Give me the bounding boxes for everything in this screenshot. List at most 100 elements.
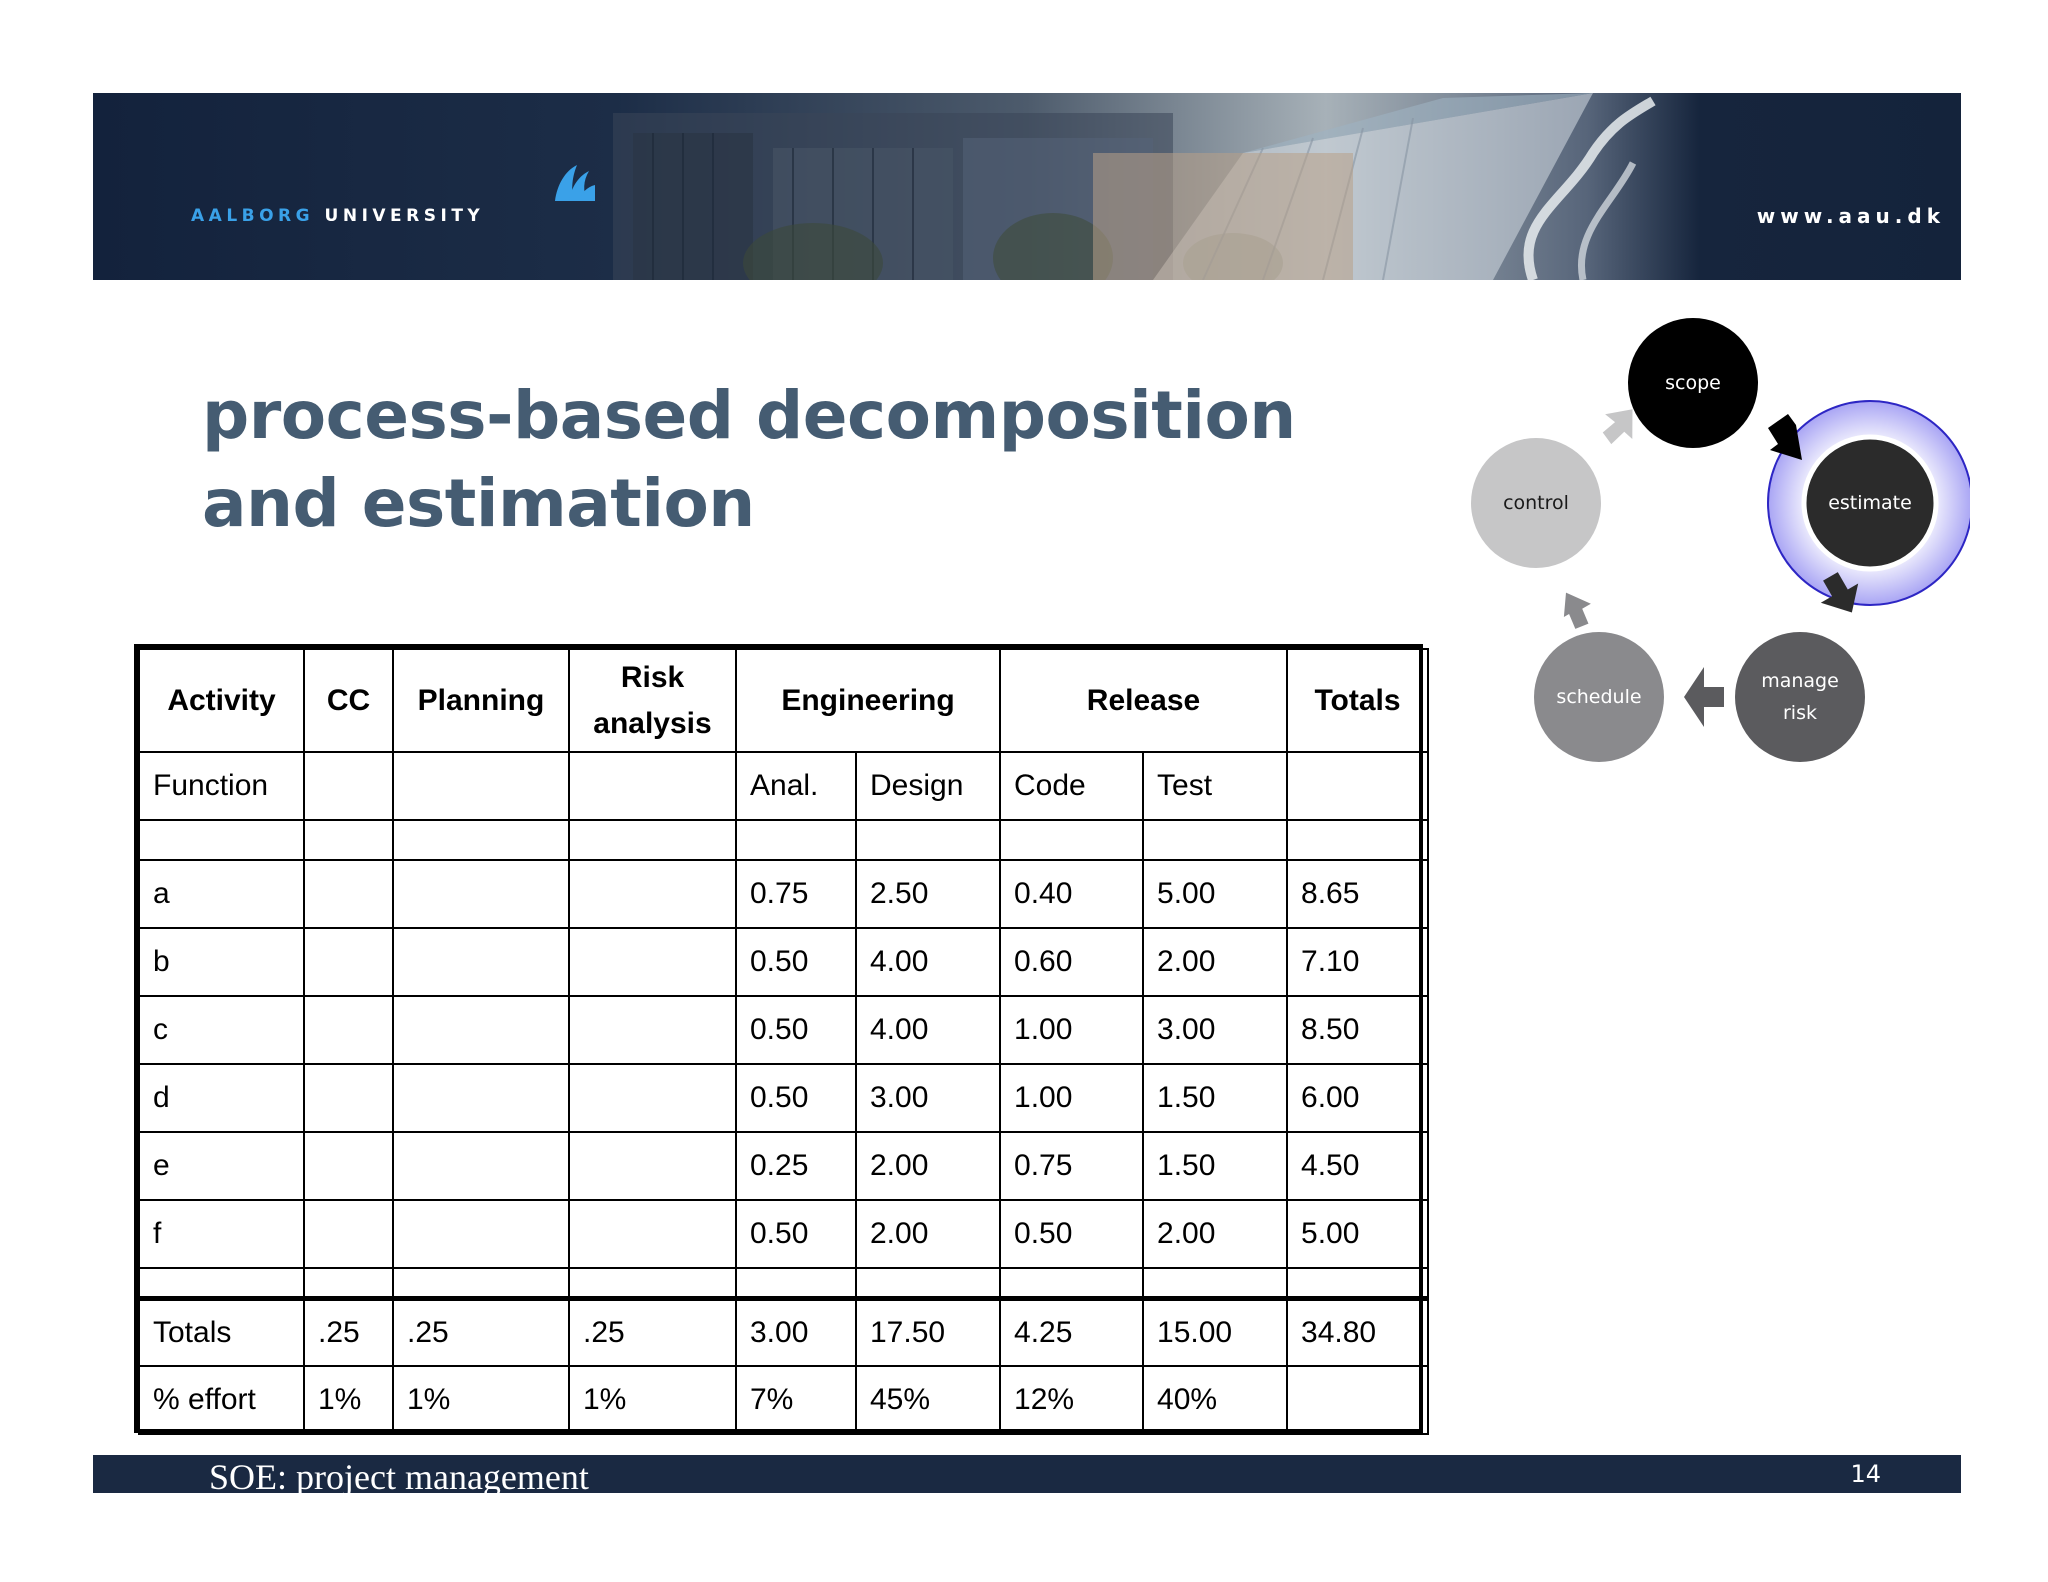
cell-code: 0.60 bbox=[999, 927, 1145, 997]
effort-code: 12% bbox=[999, 1365, 1145, 1435]
totals-risk: .25 bbox=[568, 1295, 737, 1367]
footer-title: SOE: project management bbox=[209, 1457, 589, 1497]
arrow-manage-schedule-icon bbox=[1684, 667, 1724, 727]
table-cell bbox=[392, 1199, 570, 1269]
header-risk-line2: analysis bbox=[593, 706, 712, 740]
cycle-label-manage: manage bbox=[1761, 670, 1839, 692]
header-risk-line1: Risk bbox=[620, 660, 685, 694]
cell-code: 0.40 bbox=[999, 859, 1145, 929]
table-cell bbox=[303, 859, 394, 929]
totals-total: 34.80 bbox=[1286, 1295, 1430, 1367]
subheader-function: Function bbox=[138, 751, 305, 821]
table-cell bbox=[392, 995, 570, 1065]
subheader-test: Test bbox=[1142, 751, 1289, 821]
table-cell bbox=[854, 819, 1002, 861]
cell-total: 4.50 bbox=[1286, 1131, 1430, 1201]
effort-cc: 1% bbox=[303, 1365, 394, 1435]
table-row: d 0.50 3.00 1.00 1.50 6.00 bbox=[138, 1063, 1430, 1133]
row-function: f bbox=[138, 1199, 305, 1269]
page-number: 14 bbox=[1850, 1460, 1881, 1488]
cycle-label-control: control bbox=[1503, 492, 1569, 514]
effort-risk: 1% bbox=[568, 1365, 737, 1435]
table-cell bbox=[568, 1131, 737, 1201]
schedule-node bbox=[1534, 632, 1664, 762]
table-header-row: Activity CC Planning Risk analysis Engin… bbox=[138, 648, 1430, 753]
table-cell bbox=[303, 819, 394, 861]
cycle-graphic bbox=[1471, 318, 1973, 762]
university-name: AALBORG UNIVERSITY bbox=[191, 206, 484, 226]
footer-bar: SOE: project management 14 bbox=[93, 1455, 1961, 1497]
table-cell bbox=[303, 1063, 394, 1133]
table-row: f 0.50 2.00 0.50 2.00 5.00 bbox=[138, 1199, 1430, 1269]
university-name-second: UNIVERSITY bbox=[324, 206, 485, 226]
table-cell bbox=[1286, 1267, 1430, 1299]
table-cell bbox=[568, 859, 737, 929]
cell-design: 2.00 bbox=[854, 1131, 1002, 1201]
table-cell bbox=[735, 819, 857, 861]
cell-design: 2.00 bbox=[854, 1199, 1002, 1269]
header-engineering: Engineering bbox=[734, 648, 1002, 753]
cell-test: 5.00 bbox=[1142, 859, 1289, 929]
row-function: e bbox=[138, 1131, 305, 1201]
subheader-design: Design bbox=[854, 751, 1002, 821]
table-totals-row: Totals .25 .25 .25 3.00 17.50 4.25 15.00… bbox=[138, 1295, 1430, 1367]
estimation-table: Activity CC Planning Risk analysis Engin… bbox=[138, 648, 1430, 1435]
header-totals: Totals bbox=[1286, 648, 1430, 753]
estimation-table-frame: Activity CC Planning Risk analysis Engin… bbox=[134, 644, 1430, 1435]
cell-test: 2.00 bbox=[1142, 1199, 1289, 1269]
cell-anal: 0.25 bbox=[735, 1131, 857, 1201]
effort-test: 40% bbox=[1142, 1365, 1289, 1435]
table-row: a 0.75 2.50 0.40 5.00 8.65 bbox=[138, 859, 1430, 929]
table-cell bbox=[1286, 819, 1430, 861]
cell-anal: 0.50 bbox=[735, 927, 857, 997]
table-subheader-row: Function Anal. Design Code Test bbox=[138, 751, 1430, 821]
table-cell bbox=[568, 1267, 737, 1299]
cell-total: 7.10 bbox=[1286, 927, 1430, 997]
row-function: d bbox=[138, 1063, 305, 1133]
slide-title: process-based decomposition and estimati… bbox=[202, 372, 1296, 548]
cell-code: 0.75 bbox=[999, 1131, 1145, 1201]
arrow-scope-estimate-icon bbox=[1768, 414, 1802, 460]
table-row: c 0.50 4.00 1.00 3.00 8.50 bbox=[138, 995, 1430, 1065]
cell-test: 3.00 bbox=[1142, 995, 1289, 1065]
cell-total: 6.00 bbox=[1286, 1063, 1430, 1133]
table-cell bbox=[138, 819, 305, 861]
table-cell bbox=[392, 859, 570, 929]
header-risk-analysis: Risk analysis bbox=[568, 648, 737, 753]
effort-label: % effort bbox=[138, 1365, 305, 1435]
header-banner: AALBORG UNIVERSITY www.aau.dk bbox=[93, 93, 1961, 280]
table-cell bbox=[392, 751, 570, 821]
totals-test: 15.00 bbox=[1142, 1295, 1289, 1367]
header-planning: Planning bbox=[392, 648, 570, 753]
site-url[interactable]: www.aau.dk bbox=[1756, 204, 1945, 228]
slide-title-line2: and estimation bbox=[202, 465, 755, 542]
totals-design: 17.50 bbox=[854, 1295, 1002, 1367]
cell-design: 4.00 bbox=[854, 995, 1002, 1065]
table-cell bbox=[392, 819, 570, 861]
cycle-label-scope: scope bbox=[1665, 372, 1721, 394]
cell-design: 3.00 bbox=[854, 1063, 1002, 1133]
control-node bbox=[1471, 438, 1601, 568]
table-cell bbox=[392, 1131, 570, 1201]
table-effort-row: % effort 1% 1% 1% 7% 45% 12% 40% bbox=[138, 1365, 1430, 1435]
cell-test: 1.50 bbox=[1142, 1131, 1289, 1201]
subheader-anal: Anal. bbox=[735, 751, 857, 821]
table-cell bbox=[999, 819, 1145, 861]
university-name-first: AALBORG bbox=[191, 206, 315, 226]
process-cycle-diagram: scope estimate manage risk schedule cont… bbox=[1450, 310, 1973, 785]
arrow-control-scope-icon bbox=[1602, 409, 1633, 445]
aau-logo-icon bbox=[555, 165, 595, 201]
table-cell bbox=[303, 995, 394, 1065]
table-spacer-row bbox=[138, 1267, 1430, 1299]
table-cell bbox=[568, 751, 737, 821]
table-cell bbox=[568, 1063, 737, 1133]
cell-anal: 0.50 bbox=[735, 1063, 857, 1133]
table-cell bbox=[1286, 1365, 1430, 1435]
cell-test: 2.00 bbox=[1142, 927, 1289, 997]
cell-code: 1.00 bbox=[999, 1063, 1145, 1133]
totals-code: 4.25 bbox=[999, 1295, 1145, 1367]
header-cc: CC bbox=[303, 648, 394, 753]
table-cell bbox=[568, 995, 737, 1065]
cell-total: 8.65 bbox=[1286, 859, 1430, 929]
manage-risk-node bbox=[1735, 632, 1865, 762]
